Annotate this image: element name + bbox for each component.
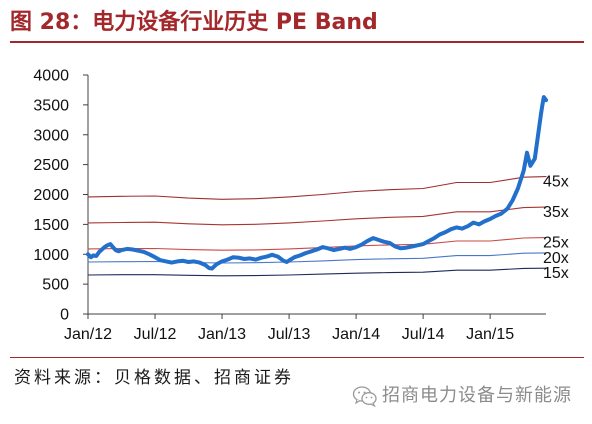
x-tick-label: Jan/15 xyxy=(466,326,514,343)
y-tick-label: 2500 xyxy=(33,157,69,174)
wechat-icon xyxy=(352,386,377,407)
y-tick-label: 0 xyxy=(60,307,69,324)
band-label-25x: 25x xyxy=(543,235,569,252)
y-tick-label: 4000 xyxy=(33,68,69,85)
source-rule xyxy=(10,357,584,358)
axes: 0 500 1000 1500 2000 2500 3000 3500 4000 Jan/12 Ju… xyxy=(33,68,546,343)
y-tick-label: 1000 xyxy=(33,247,69,264)
band-label-15x: 15x xyxy=(543,265,569,282)
y-tick-label: 3500 xyxy=(33,97,69,114)
series-line-35x xyxy=(87,206,547,226)
series-line-45x xyxy=(87,176,547,200)
x-tick-label: Jul/12 xyxy=(134,326,177,343)
watermark-text: 招商电力设备与新能源 xyxy=(382,385,572,406)
x-tick-label: Jan/12 xyxy=(64,326,112,343)
band-label-35x: 35x xyxy=(543,204,569,221)
band-label-45x: 45x xyxy=(543,174,569,191)
x-tick-label: Jul/13 xyxy=(268,326,311,343)
y-tick-label: 500 xyxy=(42,277,69,294)
y-tick-label: 3000 xyxy=(33,127,69,144)
series-line-index xyxy=(86,95,548,271)
source-note: 资料来源：贝格数据、招商证券 xyxy=(14,368,294,388)
title-rule xyxy=(10,41,584,43)
figure-title: 图 28：电力设备行业历史 PE Band xyxy=(10,10,378,35)
series-line-15x xyxy=(87,267,547,277)
band-label-20x: 20x xyxy=(543,250,569,267)
x-tick-label: Jan/14 xyxy=(332,326,380,343)
y-tick-label: 1500 xyxy=(33,217,69,234)
x-tick-label: Jul/14 xyxy=(402,326,445,343)
y-tick-label: 2000 xyxy=(33,187,69,204)
x-tick-label: Jan/13 xyxy=(198,326,246,343)
watermark: 招商电力设备与新能源 xyxy=(352,384,577,408)
